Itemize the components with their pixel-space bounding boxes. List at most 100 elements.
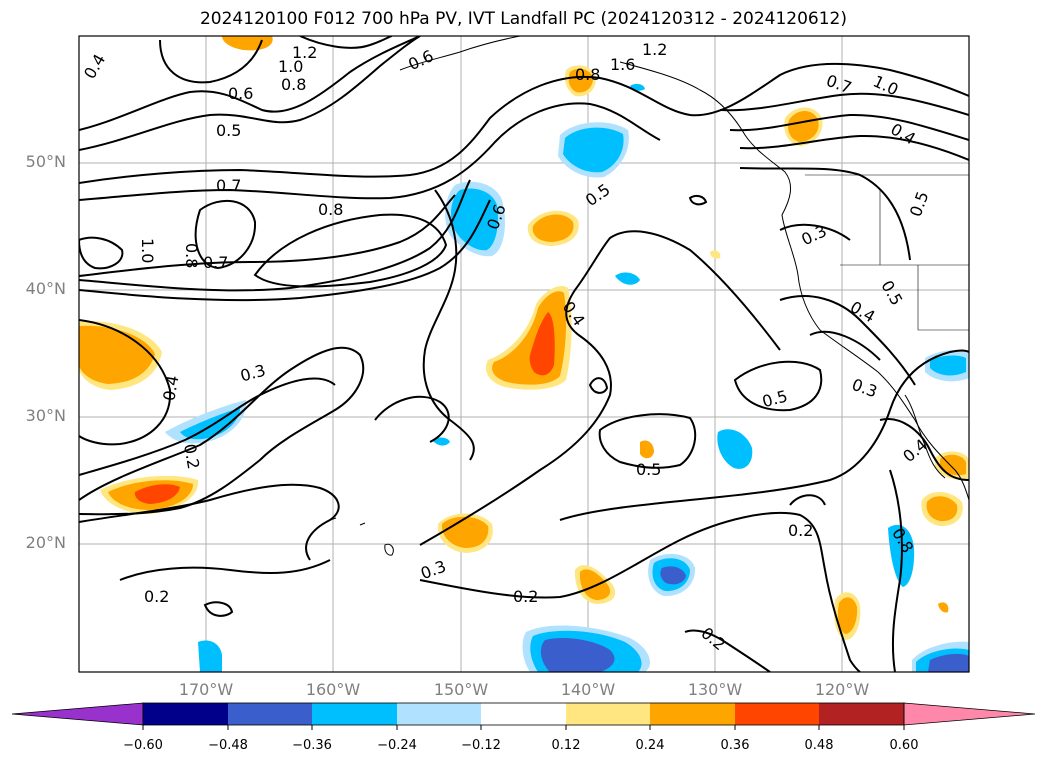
contour-line [374,395,450,443]
colorbar-tick-label: 0.24 [635,738,665,753]
negative-anomaly-area [930,355,966,376]
colorbar-segment [143,703,228,725]
lat-label-20n: 20°N [25,533,66,552]
negative-anomaly-area [660,566,686,585]
positive-anomaly-area [926,496,958,522]
contour-line [422,189,475,461]
contour-line [79,319,172,446]
positive-anomaly-area [79,325,155,384]
coastlines [329,36,969,556]
hawaii-islands [329,517,394,556]
contour-label: 1.2 [642,40,667,59]
positive-anomaly-area [134,484,180,504]
contour-label: 0.6 [228,84,253,103]
colorbar-tick-label: 0.60 [889,738,919,753]
colorbar-tick-label: −0.60 [123,738,163,753]
lat-label-40n: 40°N [25,279,66,298]
colorbar-segment [735,703,819,725]
contour-label: 0.8 [318,200,343,219]
lat-label-50n: 50°N [25,152,66,171]
contour-label: 0.8 [575,65,600,84]
colorbar-tick-label: −0.36 [292,738,332,753]
contour-line [79,377,336,476]
negative-anomaly-area [563,127,624,173]
colorbar-segment [228,703,312,725]
map-title: 2024120100 F012 700 hPa PV, IVT Landfall… [199,9,847,29]
contour-line [419,512,861,672]
contour-line [203,601,234,617]
contour-line [729,113,969,141]
contour-line [419,230,781,546]
contour-line [889,469,903,672]
positive-anomaly-area [940,454,966,476]
negative-anomaly-area [615,272,640,285]
colorbar-segment [650,703,735,725]
contour-label: 1.0 [278,57,303,76]
contour-label: 0.2 [513,587,538,606]
coastline-north-america [619,61,969,501]
lon-label-120w: 120°W [814,680,870,699]
borders [805,174,969,331]
positive-anomaly-area [938,602,949,613]
colorbar-segment [481,703,566,725]
pv-contours [79,36,969,672]
contour-line [79,199,491,302]
contour-line [79,194,456,277]
contour-line [79,102,661,201]
contour-label: 1.2 [292,43,317,62]
contour-label: 0.5 [216,121,241,140]
contour-line [119,559,331,581]
contour-label: 0.8 [182,243,201,268]
contour-line [79,346,365,516]
colorbar-segment [312,703,397,725]
negative-anomaly-area [717,429,753,469]
contour-line [588,377,609,394]
contour-line [299,36,393,49]
lon-label-170w: 170°W [178,680,234,699]
contour-label: 1.6 [610,55,635,74]
contour-line [194,199,257,270]
contour-line [809,330,881,361]
colorbar-segment [566,703,650,725]
lon-label-140w: 140°W [560,680,616,699]
positive-anomaly-area [640,440,654,459]
colorbar-segment [397,703,481,725]
colorbar-extend-min [11,702,144,726]
contour-label: 0.4 [159,374,182,402]
contour-line [733,360,823,412]
contour-line [79,36,421,131]
contour-line [79,36,421,151]
contour-label: 0.2 [788,521,813,540]
positive-anomaly-area [568,68,593,93]
contour-line [739,134,969,161]
lat-label-30n: 30°N [25,406,66,425]
colorbar [11,702,1036,730]
colorbar-tick-label: 0.12 [551,738,581,753]
positive-anomaly-area [788,111,819,142]
contour-line [159,39,263,84]
positive-anomaly-area [837,597,858,634]
contour-line [779,295,916,386]
coastline-mexico [904,394,946,479]
negative-anomaly-area [540,638,615,672]
positive-anomaly-area [529,312,555,376]
contour-line [79,236,124,270]
contour-line [79,62,969,184]
negative-anomaly-area [198,640,222,672]
contour-line [598,413,697,469]
negative-anomaly-area [432,437,450,446]
contour-label: 0.2 [180,442,203,470]
lon-label-150w: 150°W [433,680,489,699]
coastline-alaska [399,36,521,71]
contour-line [559,349,969,521]
contour-line [79,483,340,561]
contour-line [879,418,969,481]
colorbar-tick-label: −0.48 [208,738,248,753]
colorbar-tick-label: −0.12 [461,738,501,753]
contour-label: 0.8 [281,75,306,94]
colorbar-segment [819,703,904,725]
contour-line [779,223,851,241]
positive-anomaly-area [579,569,611,600]
contour-line [789,494,826,506]
colorbar-tick-label: 0.36 [720,738,750,753]
